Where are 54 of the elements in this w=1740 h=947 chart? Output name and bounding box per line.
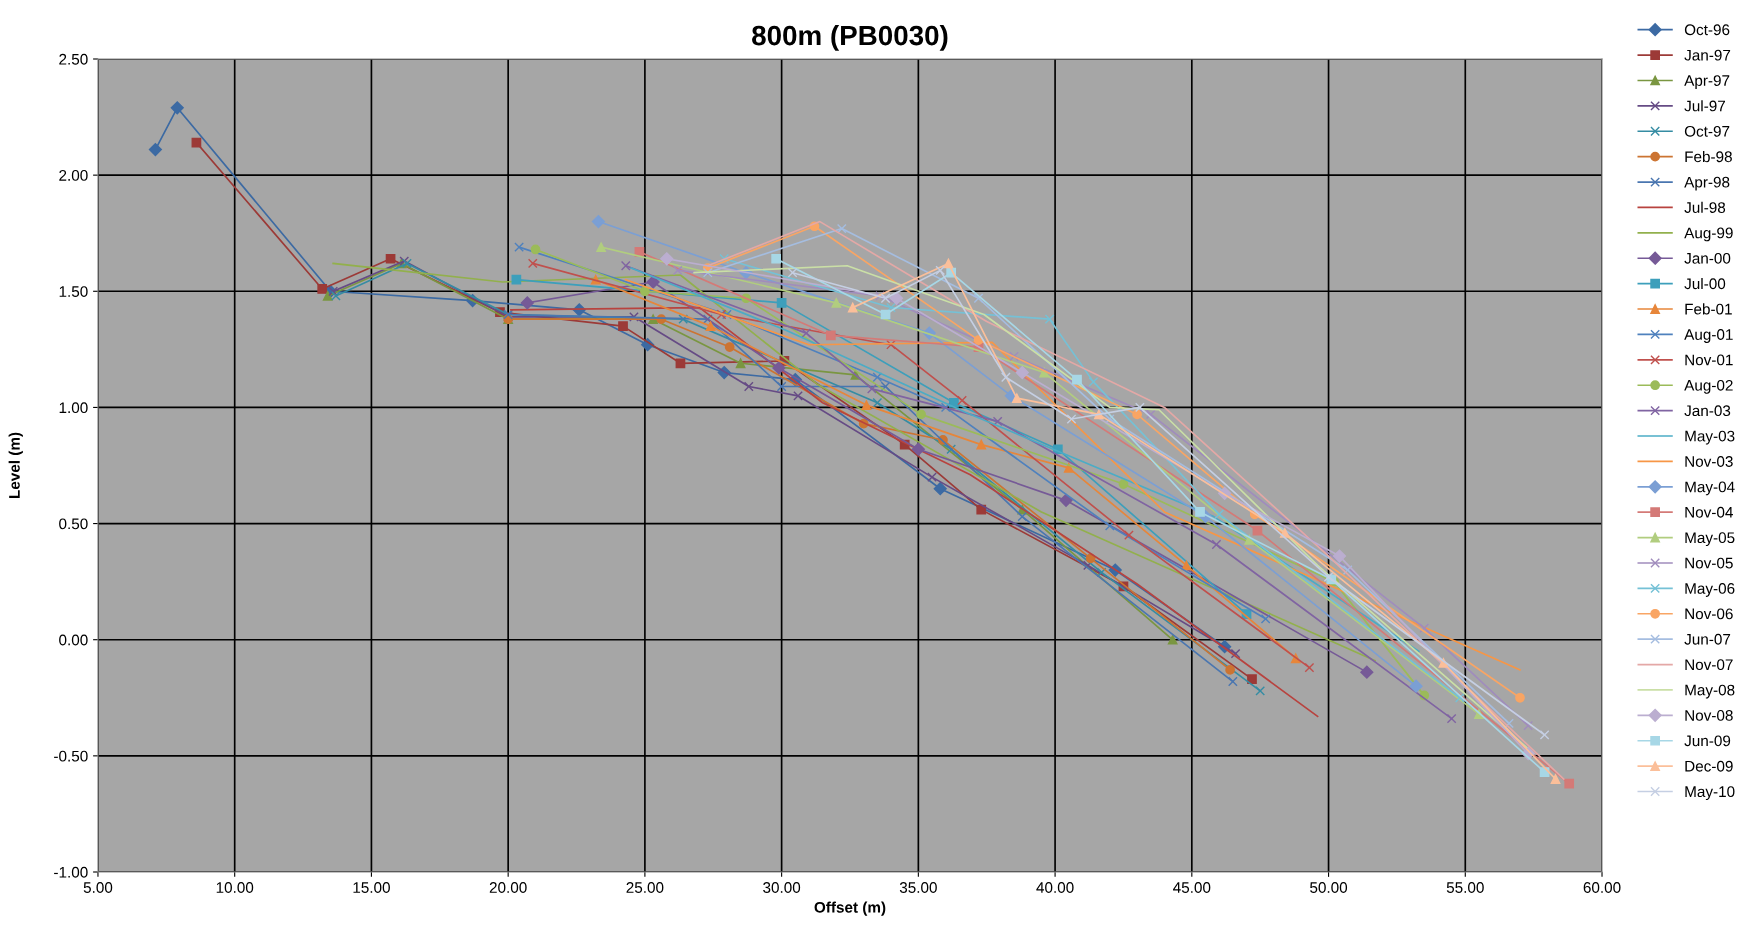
x-tick-label: 50.00	[1310, 882, 1348, 893]
legend-label: May-04	[1685, 481, 1735, 496]
x-tick-label: 20.00	[489, 882, 527, 893]
legend-label: Nov-01	[1685, 354, 1733, 366]
legend-label: Aug-01	[1684, 329, 1733, 343]
legend-label: Feb-01	[1685, 303, 1732, 315]
legend-label: Aug-99	[1684, 227, 1733, 242]
legend-label: Jan-03	[1684, 405, 1731, 417]
legend-label: Jan-97	[1684, 49, 1731, 61]
x-tick-label: 15.00	[353, 882, 390, 893]
chart-title: 800m (PB0030)	[752, 24, 948, 51]
legend-label: Nov-03	[1685, 456, 1733, 467]
x-tick-label: 60.00	[1583, 882, 1621, 893]
legend-label: Nov-07	[1685, 659, 1733, 671]
x-tick-label: 25.00	[626, 882, 664, 893]
x-tick-label: 5.00	[83, 882, 113, 893]
x-tick-label: 55.00	[1446, 882, 1484, 893]
legend-label: Jun-07	[1684, 633, 1731, 645]
legend-label: Jul-97	[1684, 100, 1726, 112]
y-tick-label: -1.00	[54, 866, 88, 878]
legend-label: Oct-97	[1684, 125, 1730, 137]
y-tick-label: 2.50	[59, 53, 88, 65]
x-tick-label: 40.00	[1036, 882, 1074, 893]
legend-label: May-10	[1685, 786, 1735, 801]
legend-label: Nov-08	[1685, 710, 1733, 721]
legend-label: Jun-09	[1684, 735, 1731, 747]
y-tick-label: 0.00	[59, 634, 88, 646]
legend-label: Jan-00	[1684, 252, 1731, 264]
x-tick-label: 10.00	[216, 882, 254, 893]
y-tick-label: -0.50	[54, 750, 88, 762]
legend-label: Oct-96	[1684, 24, 1730, 36]
y-tick-label: 1.50	[59, 286, 88, 297]
legend-label: May-08	[1685, 684, 1735, 699]
legend-label: Apr-97	[1684, 75, 1730, 89]
x-tick-label: 30.00	[763, 882, 801, 893]
legend-label: Nov-04	[1685, 506, 1733, 518]
legend-label: May-06	[1685, 583, 1735, 597]
legend-label: Aug-02	[1684, 379, 1733, 394]
y-axis-title: Level (m)	[8, 432, 23, 499]
y-tick-label: 1.00	[59, 402, 88, 414]
legend-label: Dec-09	[1685, 760, 1733, 772]
legend-label: May-03	[1685, 430, 1735, 445]
legend-label: Jul-00	[1684, 277, 1726, 290]
x-tick-label: 45.00	[1173, 882, 1211, 893]
y-tick-label: 2.00	[59, 170, 88, 181]
legend-label: Apr-98	[1684, 176, 1730, 191]
legend-label: May-05	[1685, 532, 1735, 547]
legend-label: Nov-06	[1685, 608, 1733, 620]
x-axis-title: Offset (m)	[814, 901, 886, 916]
x-tick-label: 35.00	[899, 882, 937, 893]
legend-label: Jul-98	[1684, 201, 1726, 213]
legend-label: Nov-05	[1685, 557, 1733, 569]
y-tick-label: 0.50	[59, 518, 88, 530]
legend-label: Feb-98	[1685, 150, 1732, 163]
